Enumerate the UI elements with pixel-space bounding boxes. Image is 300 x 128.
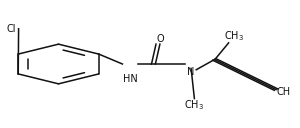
Text: HN: HN bbox=[123, 74, 138, 84]
Text: Cl: Cl bbox=[7, 24, 16, 34]
Text: CH: CH bbox=[276, 87, 291, 97]
Text: N: N bbox=[187, 67, 194, 77]
Text: $\mathregular{CH_3}$: $\mathregular{CH_3}$ bbox=[224, 29, 244, 43]
Text: O: O bbox=[156, 34, 164, 44]
Text: $\mathregular{CH_3}$: $\mathregular{CH_3}$ bbox=[184, 99, 204, 113]
